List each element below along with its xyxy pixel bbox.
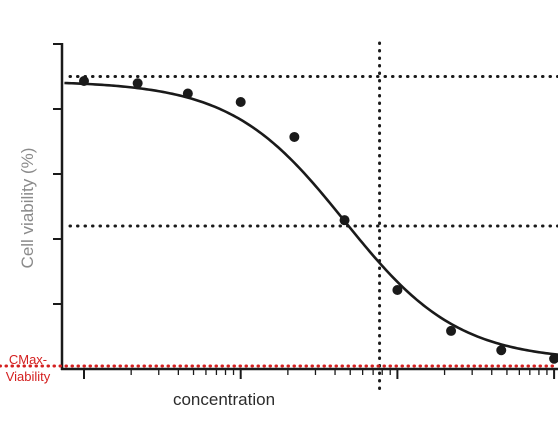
x-axis-label: concentration [173, 390, 275, 409]
data-point-3 [235, 97, 246, 108]
data-point-0 [79, 76, 89, 86]
data-point-7 [446, 325, 457, 336]
data-point-1 [132, 78, 143, 89]
data-point-9 [549, 353, 558, 364]
cmax-annotation: CMax- Viability [6, 352, 51, 384]
data-point-6 [392, 285, 403, 296]
data-point-8 [496, 345, 507, 356]
fitted-curve [64, 81, 558, 356]
cmax-annotation-line-1: Viability [6, 369, 51, 384]
cmax-annotation-line-0: CMax- [9, 352, 47, 367]
data-point-4 [289, 131, 300, 142]
y-axis-label: Cell viability (%) [18, 148, 37, 269]
data-point-5 [339, 215, 350, 226]
data-point-2 [182, 88, 193, 99]
